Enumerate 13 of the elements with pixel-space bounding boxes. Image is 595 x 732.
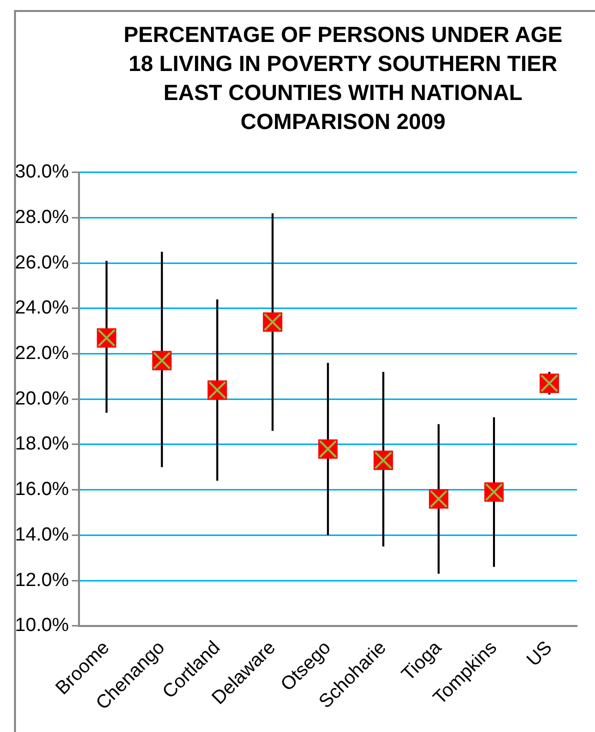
- y-tick-label: 26.0%: [15, 252, 69, 274]
- y-tick-label: 20.0%: [15, 388, 69, 410]
- y-tick-label: 22.0%: [15, 343, 69, 364]
- y-tick-label: 12.0%: [15, 570, 69, 591]
- x-tick-label: US: [523, 637, 557, 671]
- y-tick-label: 24.0%: [15, 298, 69, 319]
- y-tick-label: 28.0%: [15, 206, 69, 228]
- y-tick-label: 14.0%: [15, 524, 69, 546]
- y-tick-label: 18.0%: [15, 434, 69, 455]
- y-tick-label: 10.0%: [15, 615, 69, 636]
- y-tick-label: 16.0%: [15, 479, 69, 500]
- chart-title: PERCENTAGE OF PERSONS UNDER AGE 18 LIVING IN POVERTY SOUTHERN TIER EAST COUNTIES WITH NATIONAL COMPARISON 2009: [123, 21, 563, 136]
- y-tick-label: 30.0%: [15, 162, 69, 183]
